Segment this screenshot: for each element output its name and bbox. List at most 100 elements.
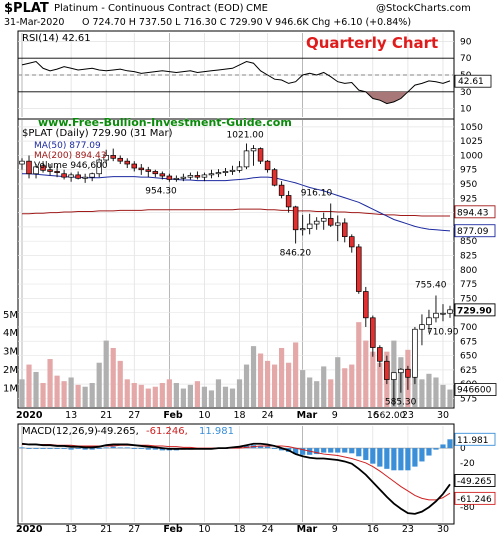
candle-body — [440, 312, 446, 315]
price-last-tag-box — [454, 303, 496, 317]
candle-body — [320, 217, 327, 222]
candle-body — [187, 175, 194, 178]
volume-bar — [293, 342, 299, 407]
macd-histogram-bar — [328, 448, 334, 453]
ma50-line — [22, 173, 451, 232]
volume-bar — [110, 347, 116, 407]
rsi-tick-label: 90 — [460, 37, 472, 47]
macd-histogram-bar — [96, 448, 102, 449]
candle-body — [412, 328, 418, 378]
volume-bar — [40, 383, 46, 407]
price-annotation: 710.90 — [427, 328, 459, 338]
rsi-tick-label: 10 — [460, 105, 472, 115]
price-layer: 1021.00 954.30 916.10 846.20 755.40 710.90 585… — [19, 130, 459, 421]
price-annotation: 846.20 — [280, 248, 312, 258]
candle-body — [299, 228, 306, 231]
volume-bar — [264, 360, 271, 407]
candle-body — [26, 160, 32, 175]
volume-bar — [215, 379, 222, 407]
volume-bar — [257, 353, 264, 407]
volume-bar — [229, 388, 236, 407]
x-axis-label: 23 — [402, 524, 414, 535]
volume-tick-label: 3M — [3, 347, 18, 358]
candle-body — [377, 347, 383, 362]
rsi-last-tag: 42.61 — [458, 77, 484, 87]
quarterly-chart-label: Quarterly Chart — [306, 34, 438, 52]
candle-body — [243, 150, 250, 168]
x-axis-label: 24 — [262, 524, 274, 535]
price-title: $PLAT (Daily) 729.90 (31 Mar) — [22, 128, 173, 139]
ohlc-summary: O 724.70 H 737.50 L 716.30 C 729.90 V 94… — [82, 17, 411, 28]
x-axis-label: 16 — [367, 524, 379, 535]
volume-bar — [75, 384, 81, 407]
candle-body — [264, 160, 271, 171]
volume-bar — [47, 359, 53, 407]
candle-body — [103, 155, 109, 161]
candle-body — [278, 184, 285, 196]
volume-bar — [89, 383, 95, 407]
macd-histogram-bar — [377, 448, 383, 467]
macd-histogram-bar — [419, 448, 425, 462]
volume-bar — [117, 360, 123, 407]
candle-body — [356, 246, 362, 292]
candle-body — [236, 166, 243, 171]
x-axis-label: 30 — [437, 410, 449, 421]
macd-histogram-bar — [152, 448, 158, 450]
candle-body — [180, 176, 187, 179]
macd-histogram-bar — [138, 448, 144, 449]
candle-body — [349, 236, 355, 248]
x-axis-label: 13 — [65, 524, 77, 535]
candle-body — [306, 223, 313, 229]
candle-body — [89, 173, 95, 178]
macd-histogram-bar — [356, 448, 362, 457]
candle-body — [285, 195, 292, 208]
macd-last-tag-box — [454, 474, 496, 487]
volume-tick-label: 5M — [3, 310, 18, 321]
volume-bar — [173, 383, 179, 407]
macd-histogram-bar — [433, 448, 439, 450]
price-tick-label: 975 — [460, 166, 477, 176]
macd-panel-frame — [17, 423, 455, 525]
macd-line — [21, 442, 451, 515]
volume-bar — [208, 390, 215, 407]
rsi-line — [21, 61, 451, 105]
candle-body — [82, 176, 88, 179]
macd-histogram-bar — [412, 448, 418, 467]
candle-body — [54, 171, 60, 173]
price-tick-label: 700 — [460, 323, 477, 333]
candle-body — [419, 324, 425, 330]
candle-body — [426, 317, 432, 326]
candle-body — [447, 309, 453, 314]
rsi-last-tag-box — [454, 74, 492, 88]
rsi-oversold-fill — [22, 91, 450, 104]
candle-body — [117, 157, 123, 162]
price-last-tag-box — [454, 224, 496, 238]
candle-body — [152, 171, 159, 175]
candle-body — [68, 174, 74, 178]
macd-histogram-bar — [131, 448, 137, 449]
macd-value: -49.265, — [97, 426, 139, 437]
symbol-title: $PLAT — [4, 1, 49, 16]
x-axis-label: Feb — [163, 410, 183, 421]
macd-histogram-bar — [398, 448, 404, 471]
x-axis-label: 2020 — [16, 524, 43, 535]
candle-body — [334, 222, 341, 226]
candle-body — [271, 169, 278, 186]
volume-bar — [96, 362, 102, 407]
macd-signal-line — [22, 443, 451, 501]
x-axis-label: 27 — [128, 524, 140, 535]
hist-value: 11.981 — [199, 426, 234, 437]
volume-bar — [447, 389, 453, 407]
volume-bar — [433, 377, 439, 407]
volume-bar — [131, 383, 137, 407]
candle-body — [110, 155, 116, 159]
candle-body — [173, 177, 180, 180]
volume-bar — [342, 368, 348, 407]
price-tick-label: 775 — [460, 280, 477, 290]
candle-body — [19, 160, 25, 165]
price-last-tag: 877.09 — [457, 227, 489, 237]
price-tick-label: 950 — [460, 180, 477, 190]
volume-bar — [124, 379, 130, 407]
price-tick-label: 850 — [460, 237, 477, 247]
